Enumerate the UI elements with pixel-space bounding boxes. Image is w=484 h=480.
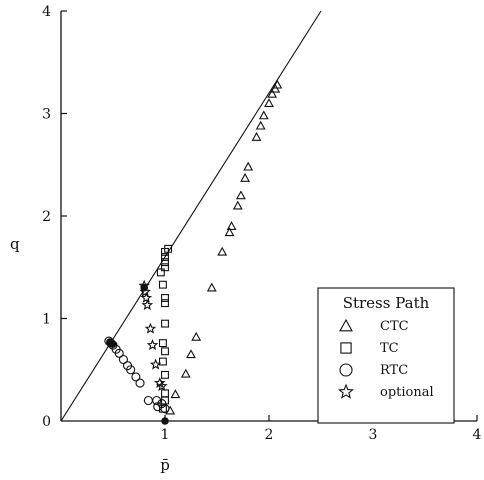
failure-line [60,10,322,422]
x-tick-label: 4 [473,427,482,443]
x-tick-label: 3 [369,427,378,443]
rtc-point [157,399,167,409]
rtc-point [126,365,136,375]
rtc-point [152,395,162,406]
rtc-point [114,348,124,358]
filled-point [109,340,117,348]
y-axis-ticks: 0 1 2 3 4 [42,4,67,430]
y-tick-label: 4 [42,4,51,20]
legend-rtc-label: RTC [380,363,408,378]
filled-point [161,417,169,425]
series-ctc [165,79,283,415]
ctc-point [255,120,266,130]
tc-point [161,389,169,398]
x-axis-label: p̄ [160,456,170,474]
tc-point [161,347,169,356]
ctc-point [170,389,181,399]
rtc-point [160,404,170,414]
series-rtc [104,336,170,414]
legend-tc-label: TC [380,341,399,356]
legend-tc-marker [340,342,352,354]
y-tick-label: 0 [42,414,51,430]
ctc-point [264,98,274,107]
reference-line [60,10,322,422]
optional-point [146,339,159,351]
rtc-point [135,378,145,388]
ctc-point [165,405,176,415]
tc-point [158,357,167,366]
filled-point [140,283,148,292]
ctc-point [235,190,246,200]
legend-ctc-label: CTC [380,319,409,334]
tc-point [161,258,169,267]
legend: Stress Path CTC TC RTC optional [317,287,455,424]
tc-point [161,299,169,308]
tc-point [161,370,169,379]
optional-point [141,299,154,311]
x-tick-label: 2 [265,427,274,443]
legend-ctc-marker [339,318,353,332]
tc-point [161,319,169,328]
optional-point [140,291,153,303]
ctc-point [240,172,251,182]
rtc-point [143,395,153,406]
y-tick-label: 3 [42,107,51,123]
legend-optional-label: optional [380,385,434,400]
y-axis-label: q [10,235,20,253]
ctc-point [191,331,202,341]
tc-point [164,244,173,253]
y-tick-label: 2 [42,209,51,225]
optional-point [156,380,168,392]
legend-rtc-marker [339,363,353,377]
legend-box [317,287,455,424]
ctc-point [267,88,278,98]
tc-point [156,268,165,277]
rtc-point [118,354,128,365]
series-optional [138,279,168,392]
x-tick-label: 1 [161,427,170,443]
rtc-point [131,372,141,382]
ctc-point [180,368,191,378]
tc-point [158,280,167,289]
ctc-point [251,131,262,141]
tc-point [161,294,169,302]
ctc-point [243,161,254,171]
optional-point [144,322,157,334]
y-tick-label: 1 [42,312,51,328]
ctc-point [272,79,283,89]
ctc-point [217,246,228,256]
series-tc [156,244,173,413]
ctc-point [226,221,237,230]
ctc-point [258,110,269,120]
ctc-point [186,349,196,359]
tc-point [158,339,167,348]
legend-optional-marker [338,383,354,399]
ctc-point [206,282,217,292]
tc-point [161,253,169,261]
legend-title: Stress Path [343,294,430,312]
data-points [104,79,283,425]
optional-point [149,358,162,370]
ctc-point [224,227,235,237]
ctc-point [232,200,243,210]
tc-point [161,263,169,272]
